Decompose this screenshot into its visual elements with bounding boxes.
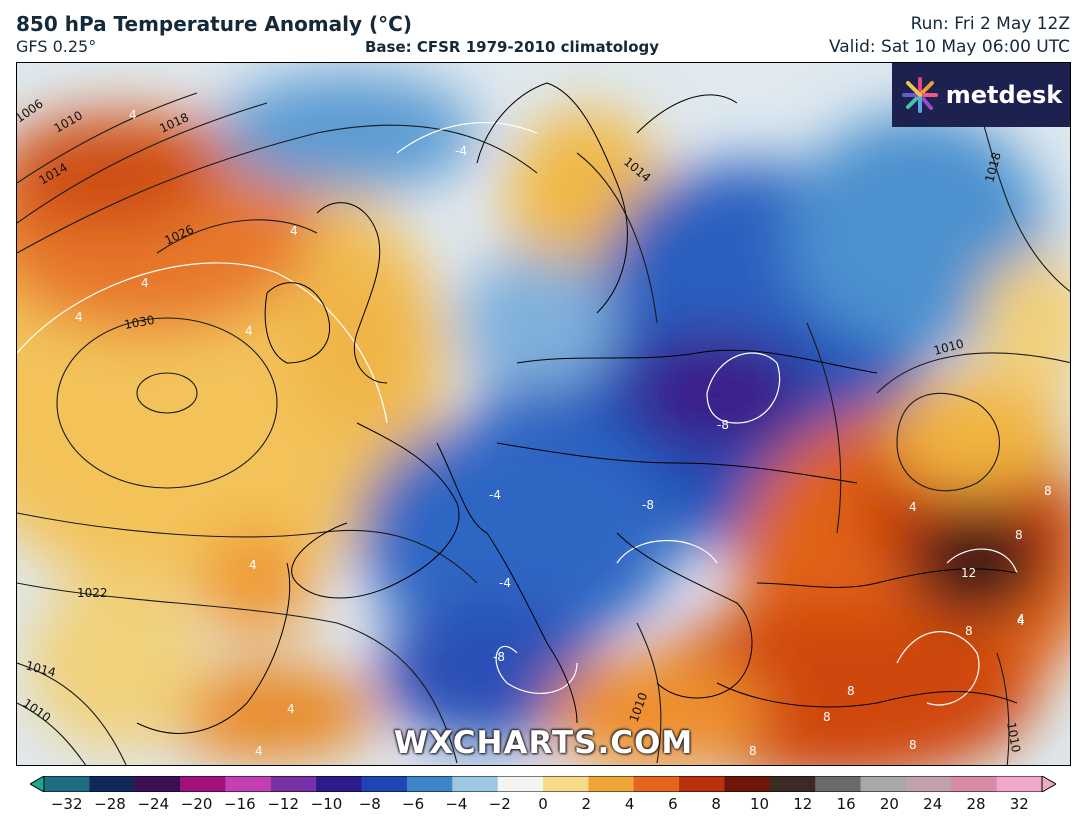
coastlines (136, 82, 1018, 734)
colorbar-tick-label: −32 (50, 795, 83, 813)
isobar-label: 1010 (1004, 721, 1023, 754)
anomaly-label: -8 (493, 650, 505, 664)
anomaly-label: 8 (749, 744, 757, 758)
anomaly-label: 8 (1044, 484, 1052, 498)
metdesk-logo: metdesk (892, 63, 1070, 127)
anomaly-label: -8 (717, 418, 729, 432)
anomaly-label: -4 (499, 576, 511, 590)
colorbar-segment (543, 776, 589, 792)
colorbar-tick-label: 32 (1009, 795, 1029, 813)
anomaly-label: -4 (455, 144, 467, 158)
colorbar-tick-label: −28 (94, 795, 126, 813)
colorbar-left-arrow (30, 776, 45, 792)
colorbar-tick-labels: −32 −28 −24 −20 −16 −12 −10 −8 −6 −4 −2 0 2 4 6 8 10 12 16… (0, 795, 1088, 819)
colorbar-tick-label: −10 (310, 795, 343, 813)
colorbar-segment (44, 776, 90, 792)
colorbar-tick-label: −8 (358, 795, 381, 813)
run-time-label: Run: Fri 2 May 12Z (910, 14, 1070, 34)
colorbar-segment (633, 776, 680, 792)
anomaly-label: 4 (141, 276, 149, 290)
anomaly-label: 8 (965, 624, 973, 638)
colorbar-segment (951, 776, 998, 792)
colorbar-tick-label: 10 (749, 795, 770, 813)
colorbar-segment (361, 776, 408, 792)
anomaly-label: 4 (249, 558, 257, 572)
isobar-label: 1030 (123, 313, 156, 332)
colorbar (30, 776, 1056, 792)
colorbar-tick-label: 16 (836, 795, 856, 813)
anomaly-label: 4 (909, 500, 917, 514)
anomaly-label: 4 (75, 310, 83, 324)
colorbar-right-arrow (1041, 776, 1056, 792)
colorbar-tick-label: 12 (793, 795, 813, 813)
colorbar-segment (406, 776, 453, 792)
colorbar-tick-label: −24 (137, 795, 170, 813)
colorbar-tick-label: −4 (445, 795, 468, 813)
colorbar-tick-label: −2 (488, 795, 511, 813)
colorbar-segment (996, 776, 1043, 792)
climatology-base-label: Base: CFSR 1979-2010 climatology (365, 38, 660, 56)
anomaly-label: 4 (1017, 612, 1025, 626)
colorbar-segment (316, 776, 363, 792)
anomaly-label: 8 (1015, 528, 1023, 542)
wxcharts-watermark: WXCHARTS.COM (393, 725, 694, 761)
anomaly-label: -4 (489, 488, 501, 502)
colorbar-tick-label: −12 (267, 795, 300, 813)
colorbar-tick-label: 8 (711, 795, 721, 813)
colorbar-segment (679, 776, 725, 792)
colorbar-tick-label: 6 (668, 795, 678, 813)
anomaly-label: 4 (287, 702, 295, 716)
anomaly-label: 8 (823, 710, 831, 724)
colorbar-segment (497, 776, 544, 792)
colorbar-tick-label: 24 (923, 795, 943, 813)
metdesk-wordmark: metdesk (945, 81, 1063, 109)
chart-title: 850 hPa Temperature Anomaly (°C) (16, 12, 412, 36)
colorbar-segment (769, 776, 816, 792)
colorbar-tick-label: −20 (180, 795, 213, 813)
anomaly-label: 4 (245, 324, 253, 338)
colorbar-tick-label: 28 (966, 795, 986, 813)
anomaly-label: 8 (909, 738, 917, 752)
anomaly-label: 12 (961, 566, 976, 580)
colorbar-segment (724, 776, 771, 792)
anomaly-map-graphic: 1006 1010 1014 1018 1026 1030 1022 1014 … (17, 63, 1070, 765)
anomaly-label: 4 (1017, 614, 1025, 628)
colorbar-segment (180, 776, 226, 792)
colorbar-tick-label: 0 (538, 795, 548, 813)
colorbar-segment (270, 776, 317, 792)
colorbar-segment (452, 776, 499, 792)
anomaly-label: 4 (290, 224, 298, 238)
anomaly-label: -8 (642, 498, 654, 512)
valid-time-label: Valid: Sat 10 May 06:00 UTC (828, 37, 1070, 57)
colorbar-segment (815, 776, 862, 792)
colorbar-segment (860, 776, 907, 792)
colorbar-segment (225, 776, 272, 792)
isobar-label: 1022 (77, 586, 108, 600)
anomaly-label: 8 (847, 684, 855, 698)
colorbar-segment (89, 776, 136, 792)
model-label: GFS 0.25° (16, 37, 97, 56)
colorbar-tick-label: 4 (624, 795, 635, 813)
anomaly-contours (17, 122, 1018, 706)
weather-map[interactable]: 1006 1010 1014 1018 1026 1030 1022 1014 … (16, 62, 1071, 766)
colorbar-segment (134, 776, 181, 792)
anomaly-label: 4 (255, 744, 263, 758)
colorbar-tick-label: 2 (581, 795, 592, 813)
colorbar-tick-label: −16 (224, 795, 256, 813)
colorbar-tick-label: 20 (879, 795, 899, 813)
anomaly-label: 4 (129, 108, 137, 122)
anomaly-field (17, 73, 1070, 765)
colorbar-segment (588, 776, 635, 792)
colorbar-tick-label: −6 (402, 795, 425, 813)
metdesk-burst-icon (901, 77, 938, 113)
colorbar-segment (905, 776, 952, 792)
